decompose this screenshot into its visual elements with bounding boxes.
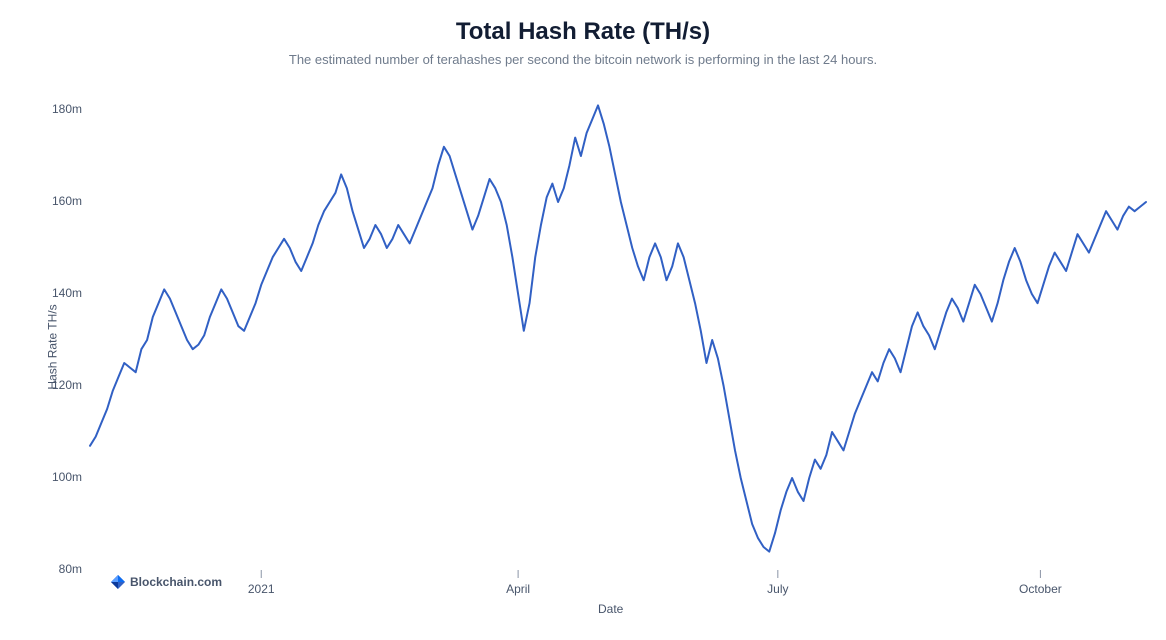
chart-plot-svg	[0, 0, 1166, 640]
watermark-text: Blockchain.com	[130, 575, 222, 589]
hashrate-chart: Total Hash Rate (TH/s) The estimated num…	[0, 0, 1166, 640]
blockchain-logo-icon	[110, 574, 126, 590]
watermark: Blockchain.com	[110, 574, 222, 590]
